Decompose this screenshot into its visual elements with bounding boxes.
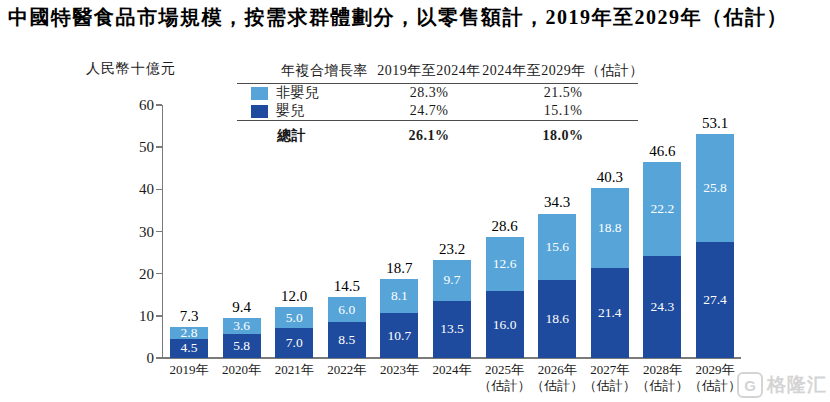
bar-total-label: 18.7 <box>369 259 429 277</box>
bar-segment-infant: 24.3 <box>643 256 681 358</box>
bar-total-label: 53.1 <box>685 114 745 132</box>
bar-segment-non-infant: 12.6 <box>486 237 524 290</box>
bar-total-label: 14.5 <box>317 277 377 295</box>
bar-segment-infant: 7.0 <box>275 328 313 358</box>
bar-segment-infant: 13.5 <box>433 301 471 358</box>
bar-total-label: 23.2 <box>422 240 482 258</box>
bar-total-label: 34.3 <box>527 193 587 211</box>
bar-segment-infant: 8.5 <box>328 322 366 358</box>
bar-segment-infant: 10.7 <box>380 313 418 358</box>
bar-segment-infant: 5.8 <box>223 334 261 358</box>
y-tick-label: 30 <box>110 223 154 241</box>
bar-segment-infant: 4.5 <box>170 339 208 358</box>
y-tick-label: 60 <box>110 96 154 114</box>
bar-total-label: 9.4 <box>212 298 272 316</box>
bar-segment-non-infant: 5.0 <box>275 307 313 328</box>
bar-segment-infant: 18.6 <box>538 280 576 358</box>
bar-total-label: 7.3 <box>159 307 219 325</box>
bar-segment-non-infant: 25.8 <box>696 134 734 243</box>
y-tick-mark <box>156 231 162 233</box>
bar-segment-non-infant: 15.6 <box>538 214 576 280</box>
watermark-text: 格隆汇 <box>767 372 827 398</box>
y-tick-mark <box>156 189 162 191</box>
bar-segment-infant: 27.4 <box>696 242 734 358</box>
bar-segment-non-infant: 18.8 <box>591 188 629 267</box>
chart-page: 中國特醫食品市場規模，按需求群體劃分，以零售額計，2019年至2029年（估計）… <box>0 0 830 402</box>
gelonghui-logo-icon: G <box>737 372 763 398</box>
bar-segment-non-infant: 2.8 <box>170 327 208 339</box>
y-tick-label: 10 <box>110 307 154 325</box>
y-tick-label: 0 <box>110 349 154 367</box>
bar-segment-infant: 16.0 <box>486 291 524 358</box>
y-tick-label: 50 <box>110 138 154 156</box>
bar-segment-non-infant: 6.0 <box>328 297 366 322</box>
y-tick-mark <box>156 146 162 148</box>
stacked-bar-chart: 01020304050604.52.87.32019年5.83.69.42020… <box>0 0 830 402</box>
bar-segment-non-infant: 3.6 <box>223 318 261 333</box>
bar-segment-non-infant: 9.7 <box>433 260 471 301</box>
y-tick-mark <box>156 104 162 106</box>
y-tick-mark <box>156 357 162 359</box>
bar-total-label: 28.6 <box>475 217 535 235</box>
y-tick-label: 20 <box>110 265 154 283</box>
bar-segment-non-infant: 8.1 <box>380 279 418 313</box>
bar-segment-infant: 21.4 <box>591 268 629 358</box>
watermark-gelonghui: G 格隆汇 <box>737 372 827 398</box>
y-tick-mark <box>156 273 162 275</box>
bar-total-label: 40.3 <box>580 168 640 186</box>
bar-total-label: 12.0 <box>264 287 324 305</box>
y-tick-label: 40 <box>110 180 154 198</box>
bar-segment-non-infant: 22.2 <box>643 162 681 256</box>
bar-total-label: 46.6 <box>632 142 692 160</box>
